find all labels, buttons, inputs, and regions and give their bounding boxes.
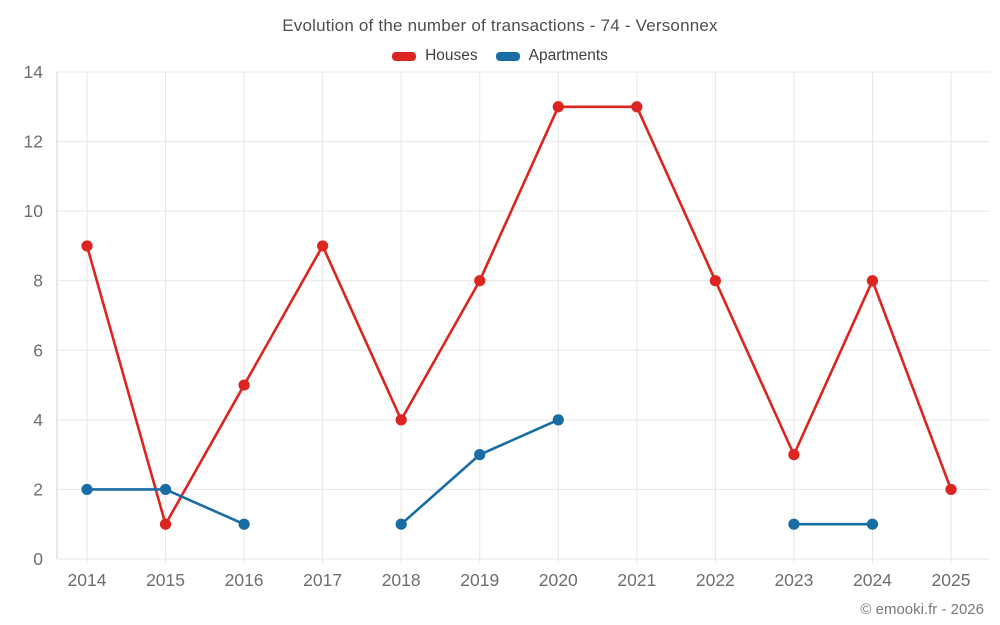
houses-point-2014[interactable] xyxy=(81,240,93,252)
apartments-point-2024[interactable] xyxy=(866,518,879,530)
houses-point-2025[interactable] xyxy=(945,483,957,496)
x-tick-label: 2025 xyxy=(932,570,971,590)
x-tick-label: 2016 xyxy=(225,570,264,590)
x-tick-label: 2024 xyxy=(853,570,892,590)
apartments-point-2015[interactable] xyxy=(159,483,172,496)
x-tick-label: 2018 xyxy=(382,570,421,590)
chart-attribution: © emooki.fr - 2026 xyxy=(860,601,984,618)
houses-swatch-icon xyxy=(392,51,417,61)
legend-item-apartments[interactable]: Apartments xyxy=(495,47,608,65)
x-tick-label: 2014 xyxy=(68,570,107,590)
legend-item-houses[interactable]: Houses xyxy=(392,47,478,65)
houses-point-2022[interactable] xyxy=(709,275,721,287)
apartments-point-2020[interactable] xyxy=(552,414,564,426)
apartments-point-2018[interactable] xyxy=(395,518,407,530)
chart-title: Evolution of the number of transactions … xyxy=(282,16,718,35)
y-tick-label: 6 xyxy=(33,340,43,360)
houses-line xyxy=(85,105,953,526)
houses-point-2015[interactable] xyxy=(159,518,172,530)
y-tick-label: 4 xyxy=(33,410,43,430)
apartments-point-2014[interactable] xyxy=(81,483,93,496)
x-tick-label: 2023 xyxy=(774,570,813,590)
x-tick-label: 2022 xyxy=(696,570,735,590)
y-tick-label: 2 xyxy=(33,479,43,499)
y-tick-label: 12 xyxy=(24,132,43,152)
houses-point-2016[interactable] xyxy=(238,379,250,391)
y-tick-label: 8 xyxy=(33,271,43,291)
apartments-point-2023[interactable] xyxy=(788,518,800,530)
houses-point-2023[interactable] xyxy=(788,449,800,461)
apartments-point-2019[interactable] xyxy=(474,449,486,461)
houses-point-2018[interactable] xyxy=(395,414,407,426)
houses-point-2017[interactable] xyxy=(317,240,329,252)
houses-point-2019[interactable] xyxy=(474,275,486,287)
y-tick-label: 10 xyxy=(24,201,44,221)
apartments-point-2016[interactable] xyxy=(238,518,250,530)
chart-legend: Houses Apartments xyxy=(0,47,1000,65)
legend-label-houses: Houses xyxy=(425,47,478,64)
x-tick-label: 2019 xyxy=(460,570,499,590)
houses-point-2020[interactable] xyxy=(552,101,564,113)
legend-label-apartments: Apartments xyxy=(528,47,608,64)
x-tick-label: 2021 xyxy=(617,570,656,590)
x-tick-label: 2017 xyxy=(303,570,342,590)
y-tick-label: 14 xyxy=(24,62,44,82)
x-tick-label: 2015 xyxy=(146,570,185,590)
apartments-swatch-icon xyxy=(495,51,520,61)
houses-point-2024[interactable] xyxy=(866,275,879,287)
y-tick-label: 0 xyxy=(33,549,43,569)
houses-point-2021[interactable] xyxy=(631,101,643,113)
x-tick-label: 2020 xyxy=(539,570,578,590)
